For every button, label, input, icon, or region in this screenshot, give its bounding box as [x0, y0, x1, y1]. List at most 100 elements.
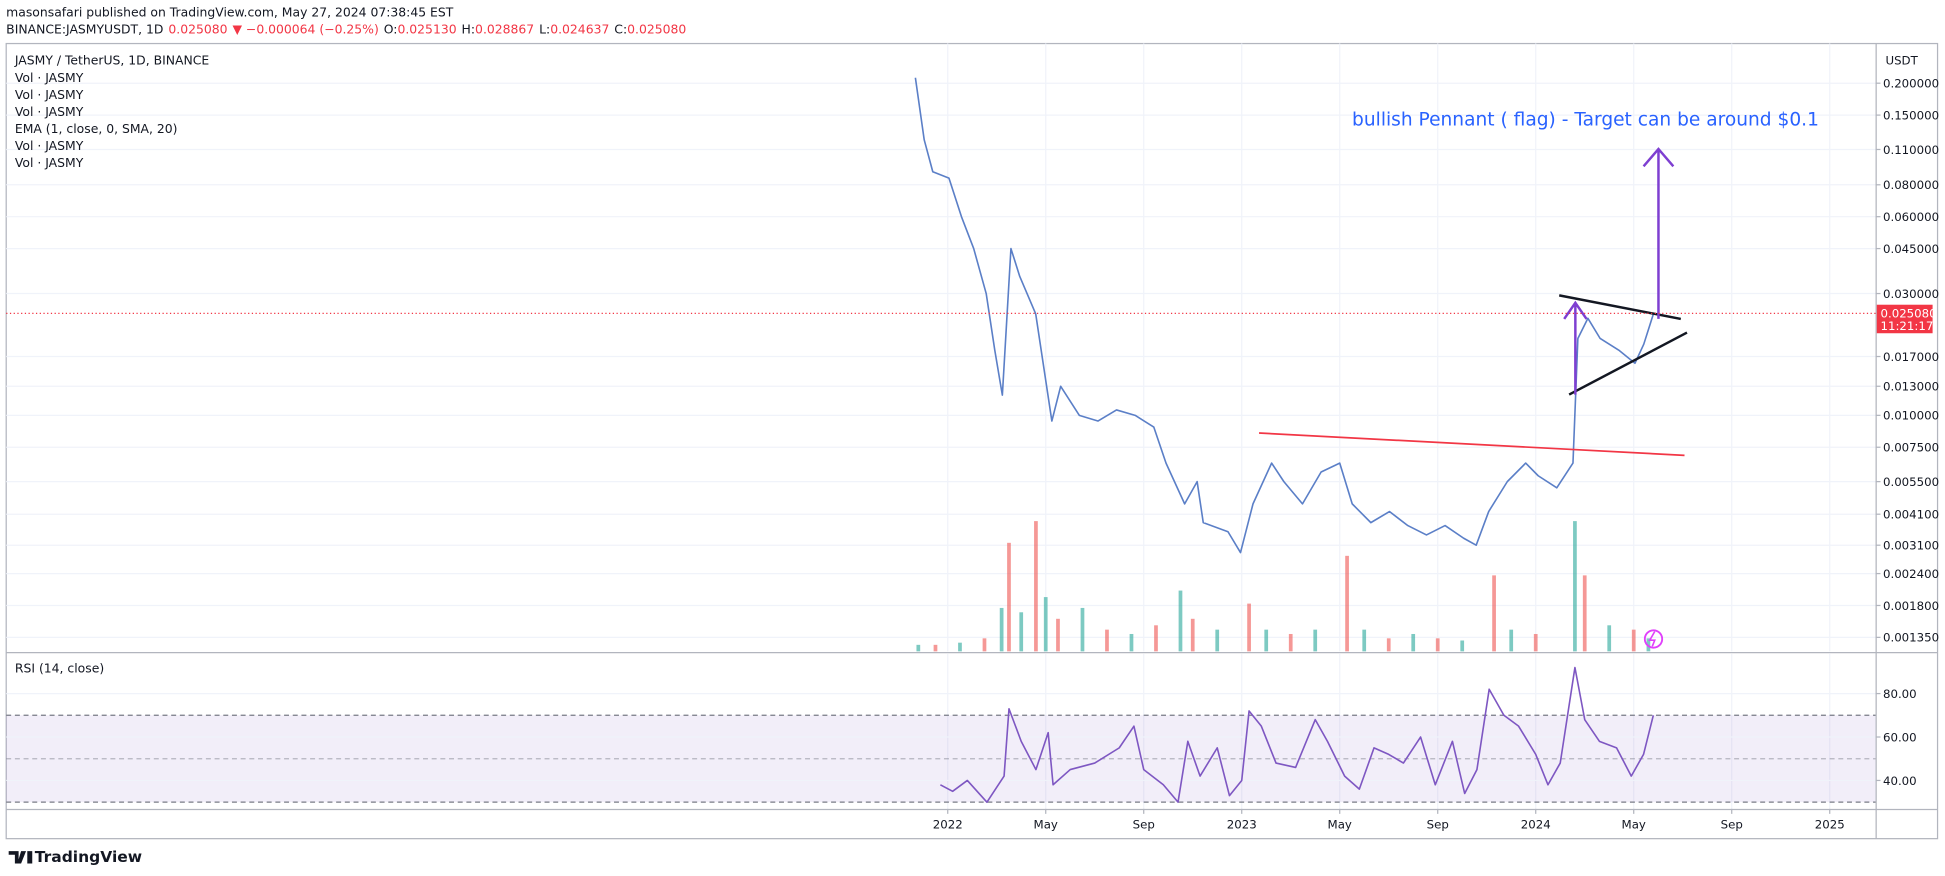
last-price-label: 0.025080	[1880, 307, 1936, 321]
x-tick-label: May	[1034, 818, 1058, 832]
x-tick-label: May	[1622, 818, 1646, 832]
volume-bar	[1435, 638, 1440, 652]
flagpole-arrow	[1563, 300, 1588, 395]
pane-title: JASMY / TetherUS, 1D, BINANCE	[14, 53, 210, 68]
volume-bar	[1362, 629, 1367, 652]
y-tick-label: 0.080000	[1883, 178, 1939, 192]
volume-bar	[1386, 638, 1391, 652]
countdown: 11:21:17	[1880, 319, 1933, 333]
volume-bar	[1019, 612, 1024, 652]
annotation: bullish Pennant ( flag) - Target can be …	[1352, 109, 1819, 130]
volume-bar	[958, 642, 962, 652]
y-tick-label: 60.00	[1883, 730, 1917, 744]
y-tick-label: 0.110000	[1883, 143, 1939, 157]
x-tick-label: Sep	[1721, 818, 1743, 832]
volume-bar	[1154, 625, 1158, 652]
last-price: 0.025080	[168, 22, 227, 37]
resistance-line	[1258, 432, 1685, 457]
ohlc-label: O:	[384, 22, 398, 37]
volume-bar	[916, 644, 921, 652]
volume-bar	[1043, 597, 1048, 652]
volume-bar	[1288, 633, 1293, 652]
y-tick-label: 0.001800	[1883, 599, 1939, 613]
x-tick-label: Sep	[1427, 818, 1449, 832]
pennant-lower	[1568, 331, 1688, 396]
volume-bar	[982, 638, 987, 652]
symbol-line: BINANCE:JASMYUSDT, 1D 0.025080 ▼ −0.000064…	[6, 22, 686, 37]
frame	[5, 42, 1939, 840]
volume-bar	[1034, 521, 1038, 652]
x-tick-label: May	[1328, 818, 1352, 832]
y-tick-label: 0.150000	[1883, 108, 1939, 122]
event-icon[interactable]	[1643, 629, 1664, 649]
pennant-upper	[1558, 294, 1682, 321]
volume-bar	[1313, 629, 1318, 652]
x-tick-label: Sep	[1133, 818, 1155, 832]
volume-bar	[1509, 629, 1514, 652]
ohlc-label: H:	[462, 22, 476, 37]
volume-bar	[1190, 618, 1195, 652]
target-arrow	[1642, 147, 1675, 319]
y-tick-label: 0.007500	[1883, 441, 1939, 455]
y-tick-label: 0.200000	[1883, 77, 1939, 91]
volume-bar	[1007, 542, 1011, 652]
brand: TradingView	[35, 848, 142, 866]
y-tick-label: 0.017000	[1883, 350, 1939, 364]
ohlc-value: 0.024637	[550, 22, 609, 37]
volume-bar	[1247, 603, 1251, 652]
volume-bar	[1631, 629, 1636, 652]
volume-bar	[1056, 618, 1060, 652]
grid-layer	[6, 43, 1876, 809]
indicator-label: Vol · JASMY	[15, 138, 84, 153]
volume-bar	[999, 607, 1004, 652]
currency-label: USDT	[1885, 54, 1918, 68]
volume-bar	[1215, 629, 1220, 652]
y-tick-label: 0.013000	[1883, 380, 1939, 394]
last-price-box	[1876, 304, 1933, 334]
indicator-label: EMA (1, close, 0, SMA, 20)	[15, 121, 178, 136]
y-tick-label: 80.00	[1883, 687, 1917, 701]
x-tick-label: 2025	[1815, 818, 1845, 832]
y-tick-label: 0.045000	[1883, 242, 1939, 256]
ohlc-label: L:	[539, 22, 550, 37]
series-line	[939, 666, 1655, 803]
y-tick-label: 0.003100	[1883, 539, 1939, 553]
y-tick-label: 0.005500	[1883, 475, 1939, 489]
volume-bar	[1533, 633, 1538, 652]
volume-bar	[1080, 607, 1085, 652]
ohlc-value: 0.025080	[627, 22, 686, 37]
indicator-label: Vol · JASMY	[15, 87, 84, 102]
y-tick-label: 0.002400	[1883, 567, 1939, 581]
ohlc-value: 0.025130	[397, 22, 456, 37]
volume-bar	[1573, 521, 1577, 652]
y-tick-label: 40.00	[1883, 774, 1917, 788]
x-tick-label: 2022	[933, 818, 963, 832]
volume-bar	[1264, 629, 1269, 652]
symbol: BINANCE:JASMYUSDT, 1D	[6, 22, 163, 37]
y-tick-label: 0.060000	[1883, 210, 1939, 224]
logo-mark	[8, 851, 33, 864]
indicator-label: Vol · JASMY	[15, 155, 84, 170]
event-icon-bolt	[1648, 631, 1656, 647]
volume-bar	[1105, 629, 1109, 652]
indicator-label: Vol · JASMY	[15, 104, 84, 119]
volume-bar	[1460, 640, 1465, 652]
y-tick-label: 0.010000	[1883, 409, 1939, 423]
y-tick-label: 0.001350	[1883, 631, 1939, 645]
x-tick-label: 2024	[1521, 818, 1551, 832]
ohlc-label: C:	[614, 22, 627, 37]
change: ▼ −0.000064 (−0.25%)	[232, 22, 378, 37]
ohlc-value: 0.028867	[475, 22, 534, 37]
indicator-label: Vol · JASMY	[15, 70, 84, 85]
volume-bar	[1492, 575, 1496, 652]
y-tick-label: 0.004100	[1883, 508, 1939, 522]
y-tick-label: 0.030000	[1883, 287, 1939, 301]
series-line	[914, 77, 1655, 554]
volume-bar	[1582, 575, 1587, 652]
volume-bar	[1345, 555, 1349, 652]
x-tick-label: 2023	[1227, 818, 1257, 832]
marks-layer	[914, 77, 1655, 803]
volume-bar	[1129, 633, 1134, 652]
